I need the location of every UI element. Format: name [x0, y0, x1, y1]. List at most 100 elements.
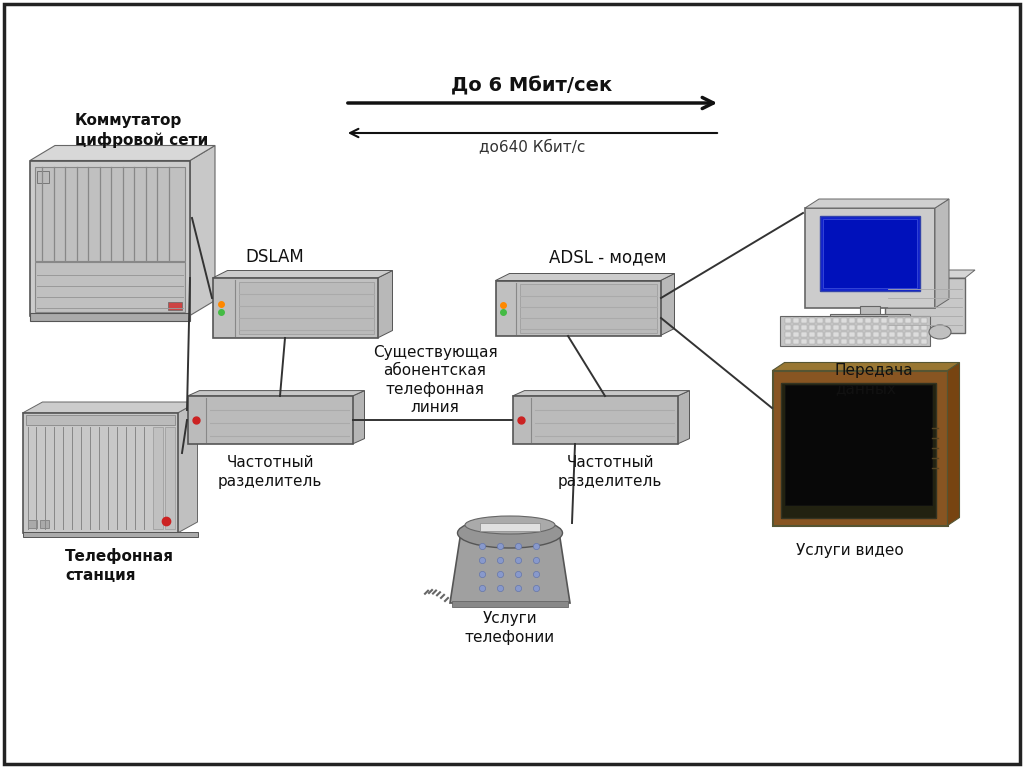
Bar — [801, 332, 807, 337]
Bar — [35, 167, 185, 261]
Text: До 6 Мбит/сек: До 6 Мбит/сек — [452, 76, 612, 95]
Text: ADSL - модем: ADSL - модем — [549, 248, 667, 266]
Bar — [881, 325, 887, 330]
Bar — [519, 283, 656, 333]
Text: Коммутатор
цифровой сети: Коммутатор цифровой сети — [75, 113, 208, 148]
Bar — [905, 332, 911, 337]
Bar — [801, 325, 807, 330]
Polygon shape — [772, 362, 959, 370]
Bar — [809, 318, 815, 323]
Polygon shape — [678, 391, 689, 444]
Bar — [849, 325, 855, 330]
Polygon shape — [947, 362, 959, 525]
Bar — [833, 339, 839, 344]
Bar — [841, 339, 847, 344]
Ellipse shape — [458, 518, 562, 548]
Bar — [913, 332, 919, 337]
Polygon shape — [935, 199, 949, 308]
Bar — [897, 332, 903, 337]
Bar — [873, 325, 879, 330]
Bar — [873, 339, 879, 344]
Polygon shape — [213, 270, 392, 278]
Bar — [833, 325, 839, 330]
Bar — [881, 318, 887, 323]
Polygon shape — [805, 199, 949, 208]
Bar — [817, 339, 823, 344]
Bar — [905, 325, 911, 330]
Bar — [785, 318, 791, 323]
Text: Частотный
разделитель: Частотный разделитель — [558, 455, 663, 488]
Bar — [897, 339, 903, 344]
Polygon shape — [450, 538, 570, 603]
Bar — [849, 318, 855, 323]
Bar — [23, 532, 198, 537]
Bar — [187, 396, 352, 444]
Bar — [830, 314, 910, 322]
Bar — [849, 339, 855, 344]
Bar — [40, 520, 48, 528]
Bar — [913, 318, 919, 323]
Bar — [833, 318, 839, 323]
Polygon shape — [352, 391, 365, 444]
Bar — [805, 208, 935, 308]
Bar — [833, 332, 839, 337]
Text: Частотный
разделитель: Частотный разделитель — [218, 455, 323, 488]
Bar — [857, 318, 863, 323]
Bar — [772, 370, 947, 525]
Bar — [23, 413, 177, 533]
Bar — [512, 396, 678, 444]
Polygon shape — [378, 270, 392, 338]
Bar — [793, 325, 799, 330]
Bar — [865, 332, 871, 337]
Bar — [823, 219, 918, 287]
Bar — [165, 427, 174, 529]
Bar — [857, 332, 863, 337]
Bar — [921, 332, 927, 337]
Bar — [30, 313, 190, 320]
Bar — [817, 318, 823, 323]
Bar — [793, 318, 799, 323]
Bar — [496, 280, 660, 336]
Bar — [809, 339, 815, 344]
Bar — [30, 161, 190, 316]
Text: Существующая
абонентская
телефонная
линия: Существующая абонентская телефонная лини… — [373, 345, 498, 415]
Bar — [825, 339, 831, 344]
Bar — [784, 385, 932, 505]
Bar — [780, 382, 936, 518]
Bar — [153, 427, 163, 529]
Text: DSLAM: DSLAM — [246, 248, 304, 266]
Bar — [889, 339, 895, 344]
Polygon shape — [660, 273, 675, 336]
Ellipse shape — [929, 325, 951, 339]
Bar — [889, 325, 895, 330]
Bar — [809, 332, 815, 337]
Bar — [897, 318, 903, 323]
Bar — [841, 318, 847, 323]
Bar — [452, 601, 568, 607]
Bar — [825, 318, 831, 323]
Ellipse shape — [465, 516, 555, 534]
Bar — [825, 332, 831, 337]
Bar — [905, 339, 911, 344]
Bar — [921, 325, 927, 330]
Text: Услуги видео: Услуги видео — [796, 543, 904, 558]
Bar — [865, 325, 871, 330]
Bar — [480, 523, 540, 531]
Polygon shape — [885, 270, 975, 278]
Bar — [28, 520, 37, 528]
Bar — [168, 302, 182, 310]
Polygon shape — [496, 273, 675, 280]
Bar — [841, 325, 847, 330]
Polygon shape — [23, 402, 198, 413]
Bar — [37, 170, 49, 183]
Bar — [825, 325, 831, 330]
Text: Передача
данных: Передача данных — [835, 363, 913, 396]
Text: до640 Кбит/с: до640 Кбит/с — [479, 139, 585, 154]
Bar — [865, 339, 871, 344]
Bar — [860, 306, 880, 316]
Polygon shape — [512, 391, 689, 396]
Bar — [801, 318, 807, 323]
Bar — [820, 216, 920, 290]
Bar — [873, 318, 879, 323]
Bar — [849, 332, 855, 337]
